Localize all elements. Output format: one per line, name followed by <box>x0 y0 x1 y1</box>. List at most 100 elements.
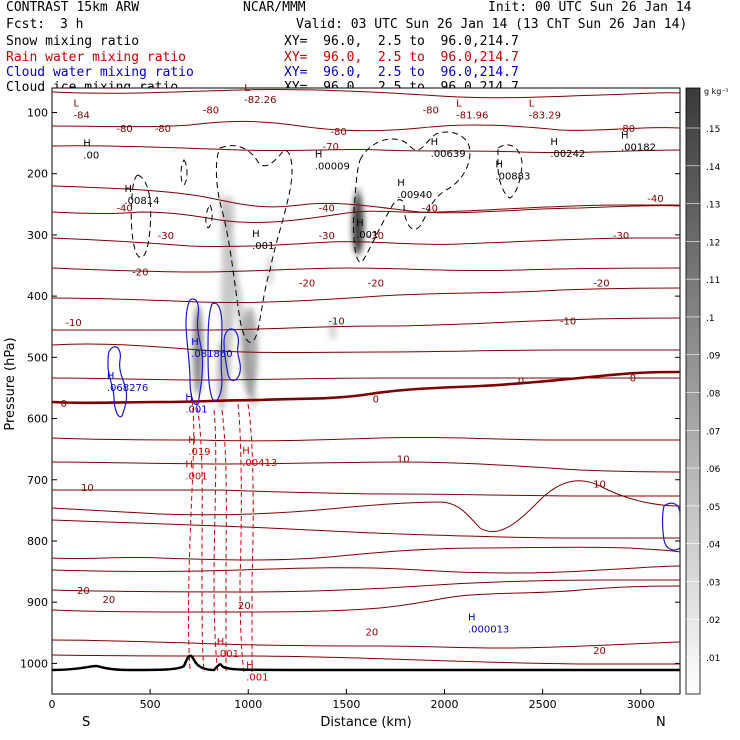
extremum-marker: H <box>252 229 260 240</box>
extremum-value: .00 <box>83 150 99 161</box>
cloud-water-contour <box>185 298 204 406</box>
x-tick-label: 500 <box>140 698 161 711</box>
extremum-marker: H <box>550 137 558 148</box>
extremum-marker: H <box>185 392 193 403</box>
extremum-marker: H <box>621 130 629 141</box>
extremum-value: -83.29 <box>529 110 561 121</box>
cloud-water-contour <box>107 346 128 418</box>
extremum-value: -82.26 <box>244 95 276 106</box>
x-tick-label: 0 <box>49 698 56 711</box>
forecast-value: 3 h <box>60 17 84 32</box>
extremum-value: .068276 <box>107 383 148 394</box>
contour-line <box>52 120 680 132</box>
extremum-marker: L <box>529 98 535 109</box>
forecast-label: Fcst: <box>6 17 46 32</box>
contour-label: -80 <box>330 127 346 138</box>
colorbar-tick-label: .14 <box>706 163 721 173</box>
contour-label: -40 <box>319 203 335 214</box>
contour-line <box>52 267 680 273</box>
contour-line <box>52 579 680 593</box>
contour-label: -80 <box>423 105 439 116</box>
ice-contour <box>215 145 293 343</box>
contour-line <box>52 654 680 665</box>
cloud-water-contour <box>223 328 242 382</box>
colorbar <box>685 87 701 695</box>
legend-cloud-water: Cloud water mixing ratio <box>6 65 194 80</box>
y-tick-label: 200 <box>27 168 48 181</box>
contour-label: 0 <box>518 377 524 388</box>
contour-label: -80 <box>619 124 635 135</box>
contour-line <box>52 585 680 613</box>
contour-line <box>52 489 680 497</box>
extremum-value: -84 <box>73 110 89 121</box>
contour-line <box>52 317 680 331</box>
extremum-marker: L <box>244 83 250 94</box>
contour-label: -10 <box>560 317 576 328</box>
extrema-labels: L-84L-82.26 L-81.96L-83.29H.00 H.00009H.00… <box>73 83 656 683</box>
y-tick-label: 1000 <box>20 657 48 670</box>
x-tick-label: 3000 <box>627 698 655 711</box>
extremum-value: .001 <box>252 241 274 252</box>
extremum-value: .00182 <box>621 142 656 153</box>
extremum-marker: H <box>125 184 133 195</box>
contour-label: -80 <box>116 124 132 135</box>
colorbar-tick-label: .01 <box>706 654 720 664</box>
y-tick-label: 800 <box>27 535 48 548</box>
extremum-value: .081860 <box>191 349 232 360</box>
contour-line <box>52 436 680 442</box>
snow-core <box>352 195 364 255</box>
legend-rain: Rain water mixing ratio <box>6 50 187 65</box>
colorbar-tick-label: .03 <box>706 578 720 588</box>
y-tick-label: 400 <box>27 290 48 303</box>
extremum-marker: L <box>73 98 79 109</box>
contour-line <box>52 204 680 223</box>
contour-label: -70 <box>323 142 339 153</box>
contour-label: 0 <box>373 394 379 405</box>
extremum-marker: H <box>185 460 193 471</box>
snow-speck <box>329 320 337 340</box>
extremum-marker: H <box>468 613 476 624</box>
extremum-value: .001 <box>356 230 378 241</box>
legend-rain-xy: XY= 96.0, 2.5 to 96.0,214.7 <box>284 50 519 65</box>
contour-label: 10 <box>397 454 410 465</box>
contour-label: -40 <box>422 203 438 214</box>
colorbar-tick-label: .08 <box>706 390 721 400</box>
colorbar-ticks: .15 .14 .13 .12 .11 .1 .09 .08 .07 .06 .05 .04 .03 .0… <box>686 125 721 664</box>
extremum-value: .00413 <box>242 458 277 469</box>
extremum-marker: H <box>217 637 225 648</box>
extremum-marker: H <box>356 218 364 229</box>
y-tick-label: 700 <box>27 474 48 487</box>
contour-line <box>52 185 680 214</box>
colorbar-tick-label: .13 <box>706 201 720 211</box>
extremum-marker: H <box>242 446 250 457</box>
x-tick-label: 1500 <box>332 698 360 711</box>
y-tick-label: 600 <box>27 413 48 426</box>
snow-core-top <box>354 188 362 212</box>
legend-cloud-water-xy: XY= 96.0, 2.5 to 96.0,214.7 <box>284 65 519 80</box>
contour-line <box>52 287 680 304</box>
north-end-label: N <box>656 715 666 730</box>
colorbar-tick-label: .05 <box>706 503 720 513</box>
y-axis-label: Pressure (hPa) <box>3 337 18 430</box>
x-axis: 0 500 1000 1500 2000 2500 3000 <box>49 689 655 711</box>
cloud-ice-contours <box>130 131 523 343</box>
extremum-value: .019 <box>188 447 210 458</box>
ice-contour <box>180 159 188 186</box>
cloud-water-contours <box>107 298 680 551</box>
contour-line <box>52 237 680 248</box>
model-title: CONTRAST 15km ARW <box>6 0 140 15</box>
extremum-value: .001 <box>217 649 239 660</box>
contour-line <box>52 565 680 574</box>
legend-snow: Snow mixing ratio <box>6 34 140 49</box>
contour-label: 20 <box>366 628 379 639</box>
extremum-value: .00814 <box>125 196 160 207</box>
extremum-marker: H <box>431 137 439 148</box>
contour-label: 0 <box>61 399 67 410</box>
ice-contour <box>205 204 213 229</box>
y-tick-label: 300 <box>27 229 48 242</box>
colorbar-tick-label: .06 <box>706 465 721 475</box>
x-tick-label: 1000 <box>234 698 262 711</box>
x-axis-label: Distance (km) <box>320 715 411 730</box>
